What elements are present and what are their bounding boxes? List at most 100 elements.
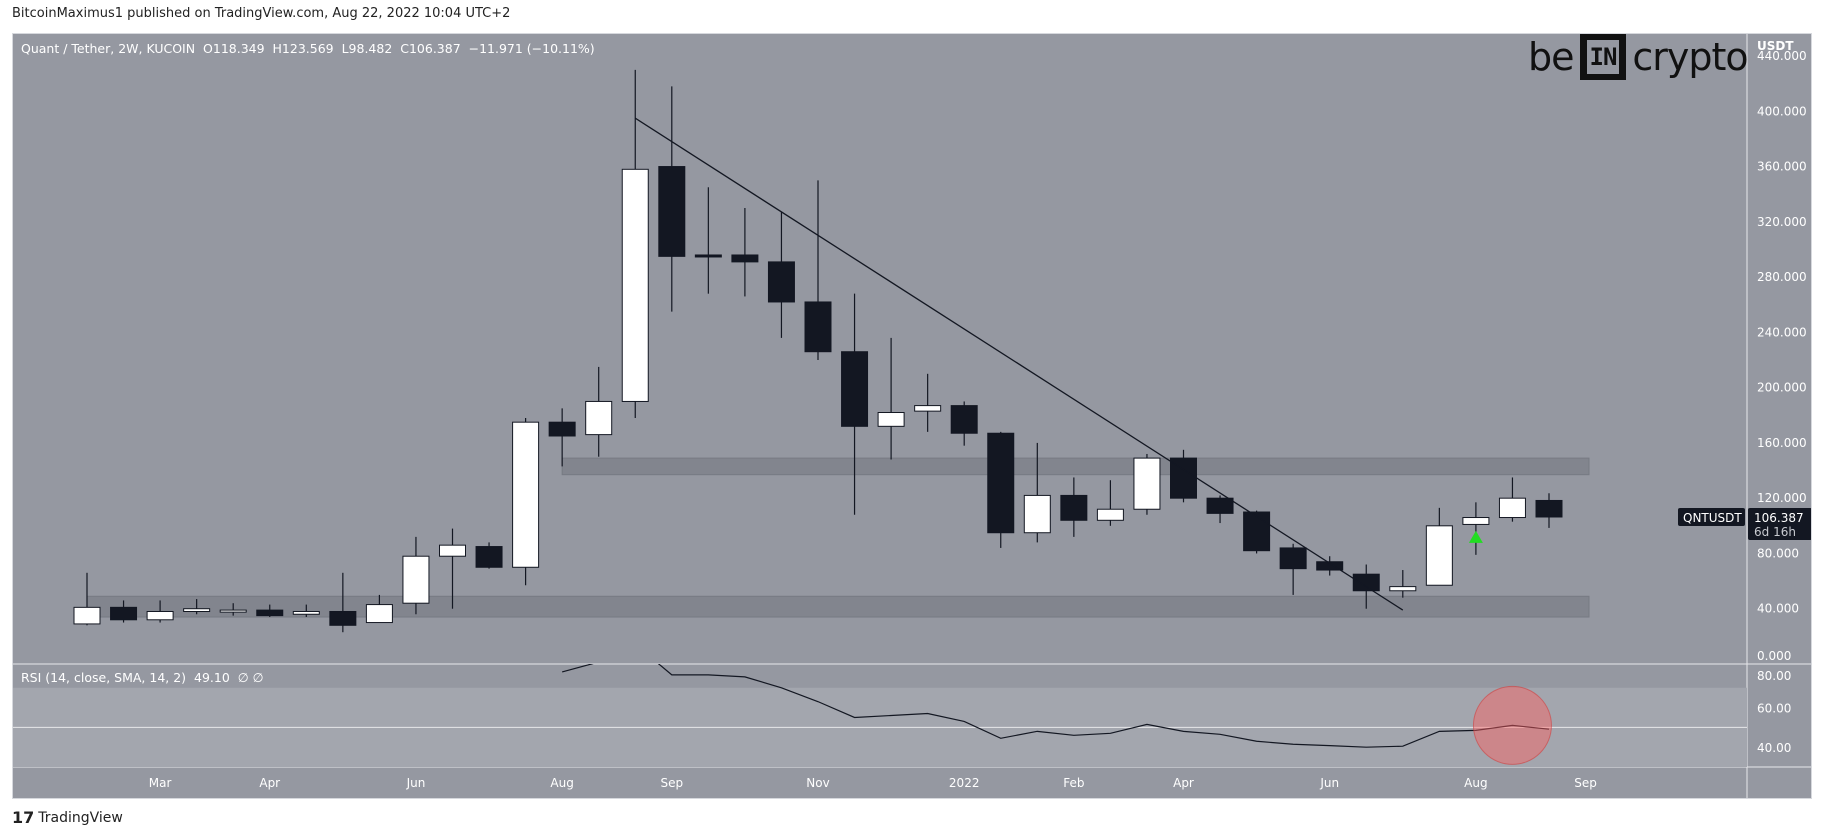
candle-body [1279,547,1307,570]
legend-change: −11.971 (−10.11%) [468,41,595,56]
candlestick-chart[interactable]: USDT 0.000 40.000 80.000 120.000 160.000 200.0… [13,34,1811,798]
logo-text-be: be [1528,35,1574,79]
time-tick-label: Aug [1464,776,1487,790]
candle-body [1352,573,1380,592]
rsi-extra: ∅ ∅ [237,670,264,685]
candle [110,600,138,623]
price-tick-label: 320.000 [1757,215,1807,229]
candle-body [1060,494,1088,521]
candle [877,337,905,460]
time-tick-label: Jun [1319,776,1339,790]
candle [804,180,832,360]
candle-body [804,301,832,353]
candle [219,603,247,616]
chart-frame[interactable]: USDT 0.000 40.000 80.000 120.000 160.000 200.0… [12,33,1812,799]
rsi-legend: RSI (14, close, SMA, 14, 2) 49.10 ∅ ∅ [21,670,264,685]
candle-body [146,610,174,621]
candle [914,373,942,432]
candle [292,604,320,618]
last-price-value: 106.387 [1754,511,1804,525]
symbol-label-bg [1678,507,1745,526]
candle-body [1206,497,1234,514]
candle-body [439,544,466,557]
candle [1498,477,1526,522]
candle [1060,477,1088,537]
time-tick-label: Sep [1574,776,1597,790]
candle-body [658,166,686,257]
candle [183,599,211,615]
candle [658,86,686,312]
candle-body [950,405,978,434]
rsi-tick-label: 60.00 [1757,702,1791,716]
candle [365,594,393,624]
price-tick-label: 0.000 [1757,649,1791,663]
time-tick-label: 2022 [949,776,980,790]
candle-body [1096,508,1124,521]
candle [73,572,101,626]
candle-body [1498,497,1526,519]
price-tick-label: 160.000 [1757,436,1807,450]
candle-body [987,432,1015,534]
candle-body [841,351,869,427]
time-tick-label: Apr [259,776,280,790]
candle [146,600,174,623]
candle-body [475,546,503,568]
price-axis-unit: USDT [1757,39,1794,53]
symbol-title: Quant / Tether, 2W, KUCOIN [21,41,196,56]
candle-body [1316,561,1344,571]
candle [1389,570,1417,598]
price-tick-label: 400.000 [1757,104,1807,118]
candle-body [767,261,795,303]
buy-signal-arrow-icon [1468,530,1483,543]
beincrypto-logo: be IN crypto [1528,34,1749,80]
candle [1023,442,1051,543]
rsi-line [561,664,1550,748]
candle [1425,507,1453,586]
candle-body [219,609,247,613]
candle [439,528,466,609]
footer-text: TradingView [38,809,123,826]
candle [1170,449,1197,503]
candle-body [365,604,393,624]
time-tick-label: Aug [550,776,573,790]
candle [402,536,430,615]
price-tick-label: 200.000 [1757,381,1807,395]
price-tick-label: 360.000 [1757,160,1807,174]
last-price-label-bg [1748,507,1811,540]
candle-body [1535,499,1563,518]
candle-body [183,608,211,612]
publisher-line: BitcoinMaximus1 published on TradingView… [12,6,511,21]
candle-body [1243,511,1271,552]
candle [841,293,869,515]
price-tick-label: 80.000 [1757,546,1799,560]
candle-body [1389,586,1417,592]
candle-body [585,400,613,436]
candle-body [731,254,759,263]
candle [1462,502,1490,555]
time-tick-label: Mar [149,776,172,790]
candle [1279,543,1307,595]
time-tick-label: Apr [1173,776,1194,790]
logo-text-crypto: crypto [1632,35,1748,79]
candle-body [73,606,101,625]
price-tick-label: 120.000 [1757,491,1807,505]
rsi-tick-label: 40.00 [1757,741,1791,755]
candle [987,431,1015,548]
descending-trendline [634,117,1404,611]
symbol-label: QNTUSDT [1683,511,1742,525]
candle [1243,510,1271,554]
legend-low: L98.482 [341,41,393,56]
candle-body [621,168,649,402]
candle [548,408,576,467]
candle-body [1023,494,1051,534]
candle-body [1425,525,1453,586]
candle [1316,556,1344,576]
candle [950,401,978,446]
candle-body [1133,457,1161,510]
candle-body [512,421,540,568]
legend-high: H123.569 [272,41,334,56]
candle-body [877,412,905,427]
candle [512,418,540,586]
candle [475,542,503,569]
time-tick-label: Feb [1063,776,1084,790]
